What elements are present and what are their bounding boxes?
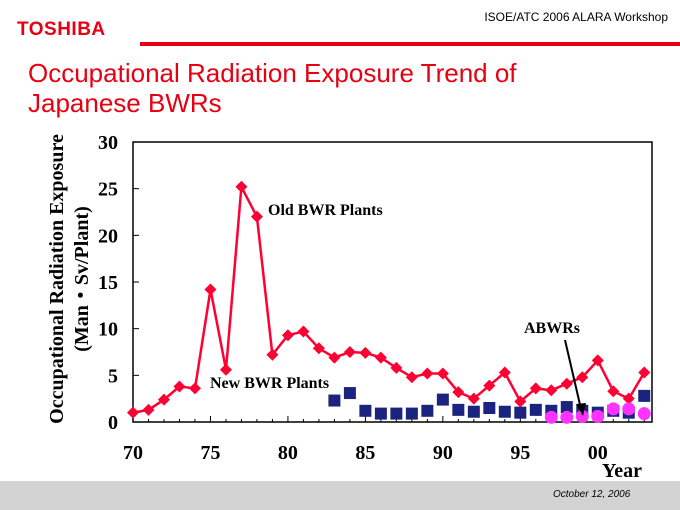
data-point-old	[638, 366, 651, 379]
data-point-old	[188, 382, 201, 395]
y-tick-label: 0	[108, 412, 118, 434]
data-point-new	[421, 404, 434, 417]
data-point-old	[591, 354, 604, 367]
footer-bar	[0, 481, 680, 510]
x-tick-label: 95	[510, 442, 530, 464]
footer-date: October 12, 2006	[553, 489, 631, 500]
data-point-new	[560, 401, 573, 414]
y-axis-title-line-1: Occupational Radiation Exposure	[46, 134, 68, 424]
data-point-abwr	[591, 409, 605, 423]
data-point-old	[204, 283, 217, 296]
x-tick-label: 85	[355, 442, 375, 464]
data-point-old	[545, 384, 558, 397]
data-point-old	[312, 342, 325, 355]
data-point-new	[467, 405, 480, 418]
data-point-new	[514, 406, 527, 419]
data-point-old	[607, 385, 620, 398]
data-point-old	[297, 325, 310, 338]
data-point-old	[374, 351, 387, 364]
abwr-arrow-head	[576, 403, 586, 416]
data-point-new	[529, 403, 542, 416]
x-tick-label: 00	[588, 442, 608, 464]
data-point-old	[483, 379, 496, 392]
data-point-old	[622, 392, 635, 405]
x-tick-label: 90	[433, 442, 453, 464]
annotation-new-bwr: New BWR Plants	[210, 375, 329, 392]
data-point-new	[483, 402, 496, 414]
data-point-new	[498, 405, 511, 418]
data-point-old	[576, 371, 589, 384]
slide-title-line-1: Occupational Radiation Exposure Trend of	[28, 58, 517, 88]
data-point-old	[173, 380, 186, 393]
data-point-old	[498, 366, 511, 379]
data-point-old	[405, 371, 418, 384]
data-point-old	[157, 393, 170, 406]
x-tick-label: 75	[200, 442, 220, 464]
data-point-old	[142, 403, 155, 416]
data-point-old	[560, 377, 573, 390]
x-tick-label: 70	[123, 442, 143, 464]
header-rule	[140, 42, 680, 46]
data-point-new	[436, 393, 449, 406]
abwr-arrow-line	[564, 339, 582, 410]
data-point-old	[452, 386, 465, 399]
data-point-old	[266, 348, 279, 361]
data-point-abwr	[544, 410, 558, 424]
toshiba-logo: TOSHIBA	[17, 19, 106, 40]
data-point-new	[374, 407, 387, 420]
y-tick-label: 10	[98, 319, 118, 341]
data-point-old	[467, 392, 480, 405]
annotation-abwrs: ABWRs	[524, 320, 580, 337]
slide-title-line-2: Japanese BWRs	[28, 88, 222, 118]
data-point-abwr	[606, 402, 620, 416]
y-tick-label: 25	[98, 179, 118, 201]
data-point-abwr	[622, 402, 636, 416]
data-point-old	[328, 351, 341, 364]
series-line-old	[132, 182, 646, 414]
data-point-new	[638, 389, 651, 402]
data-point-abwr	[560, 410, 574, 424]
data-point-old	[529, 382, 542, 395]
data-point-old	[436, 367, 449, 380]
data-point-old	[514, 395, 527, 408]
y-axis-title-line-2: (Man・Sv/Plant)	[71, 206, 93, 352]
y-tick-label: 30	[98, 132, 118, 154]
data-point-old	[359, 346, 372, 359]
x-axis-title: Year	[602, 460, 642, 482]
data-point-old	[343, 346, 356, 358]
slide-title: Occupational Radiation Exposure Trend of…	[28, 58, 517, 118]
data-point-abwr	[637, 407, 651, 421]
data-point-old	[250, 210, 263, 223]
data-point-old	[219, 363, 232, 376]
data-point-new	[328, 394, 341, 407]
y-tick-label: 5	[108, 365, 118, 387]
data-point-old	[235, 180, 248, 193]
data-point-new	[452, 403, 465, 416]
data-point-old	[421, 367, 434, 380]
data-point-new	[390, 407, 403, 420]
y-tick-label: 15	[98, 272, 118, 294]
conference-name: ISOE/ATC 2006 ALARA Workshop	[484, 10, 668, 24]
annotation-old-bwr: Old BWR Plants	[268, 202, 383, 219]
data-point-abwr	[575, 409, 589, 423]
data-point-new	[405, 407, 418, 420]
data-point-old	[281, 329, 294, 342]
y-tick-label: 20	[98, 225, 118, 247]
data-point-new	[359, 404, 372, 417]
data-point-new	[343, 387, 356, 400]
data-point-old	[127, 406, 139, 419]
x-tick-label: 80	[278, 442, 298, 464]
data-point-old	[390, 361, 403, 374]
